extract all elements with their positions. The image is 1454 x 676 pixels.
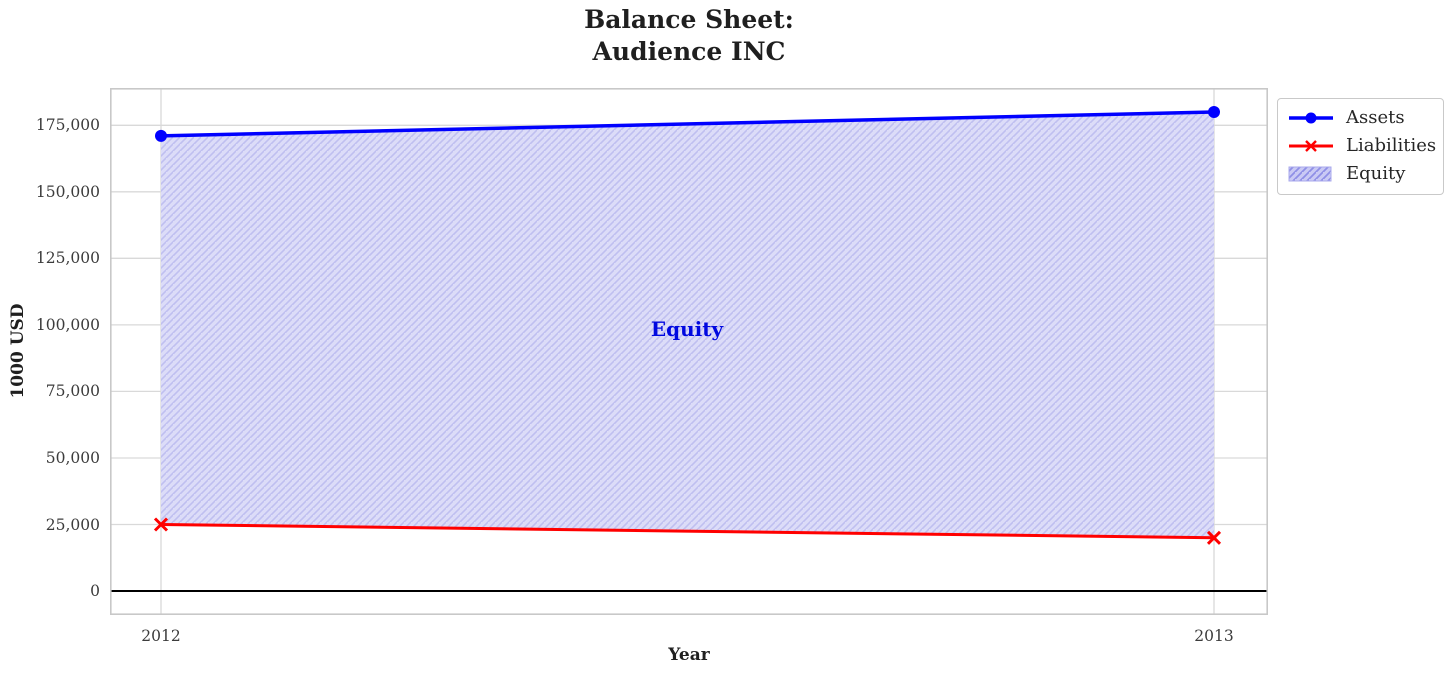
legend-label-assets: Assets xyxy=(1346,107,1405,128)
y-tick-label: 50,000 xyxy=(45,449,100,467)
equity-fill-area xyxy=(161,112,1214,538)
liabilities-marker xyxy=(153,517,169,532)
plot-frame xyxy=(110,88,1269,616)
legend-label-liabilities: Liabilities xyxy=(1346,135,1437,156)
legend-row-assets: Assets xyxy=(1288,104,1443,132)
chart-title: Balance Sheet: Audience INC xyxy=(110,4,1268,68)
y-tick-label: 0 xyxy=(90,582,100,600)
equity-patch-icon xyxy=(1288,166,1332,182)
liabilities-marker xyxy=(1206,530,1222,545)
y-tick-label: 125,000 xyxy=(35,249,100,267)
y-tick-label: 175,000 xyxy=(35,116,100,134)
liabilities-line-icon xyxy=(1289,140,1333,152)
legend: Assets Liabilities Equity xyxy=(1277,98,1444,195)
x-axis-label: Year xyxy=(668,645,710,665)
chart-title-line1: Balance Sheet: xyxy=(584,5,794,34)
y-tick-label: 100,000 xyxy=(35,316,100,334)
plot-canvas xyxy=(110,88,1269,616)
x-tick-label: 2012 xyxy=(141,627,181,645)
assets-line xyxy=(160,110,1215,138)
chart-title-line2: Audience INC xyxy=(592,37,786,66)
liabilities-line xyxy=(160,523,1215,540)
x-tick-label: 2013 xyxy=(1194,627,1234,645)
equity-area-annotation: Equity xyxy=(650,317,724,341)
legend-label-equity: Equity xyxy=(1346,163,1406,184)
plot-area xyxy=(110,88,1269,616)
y-tick-label: 75,000 xyxy=(45,382,100,400)
assets-line-icon xyxy=(1289,112,1333,124)
assets-marker xyxy=(1208,106,1220,118)
legend-row-liabilities: Liabilities xyxy=(1288,132,1443,160)
y-tick-label: 25,000 xyxy=(45,516,100,534)
assets-marker xyxy=(155,129,167,142)
legend-row-equity: Equity xyxy=(1288,160,1443,188)
y-tick-label: 150,000 xyxy=(35,183,100,201)
